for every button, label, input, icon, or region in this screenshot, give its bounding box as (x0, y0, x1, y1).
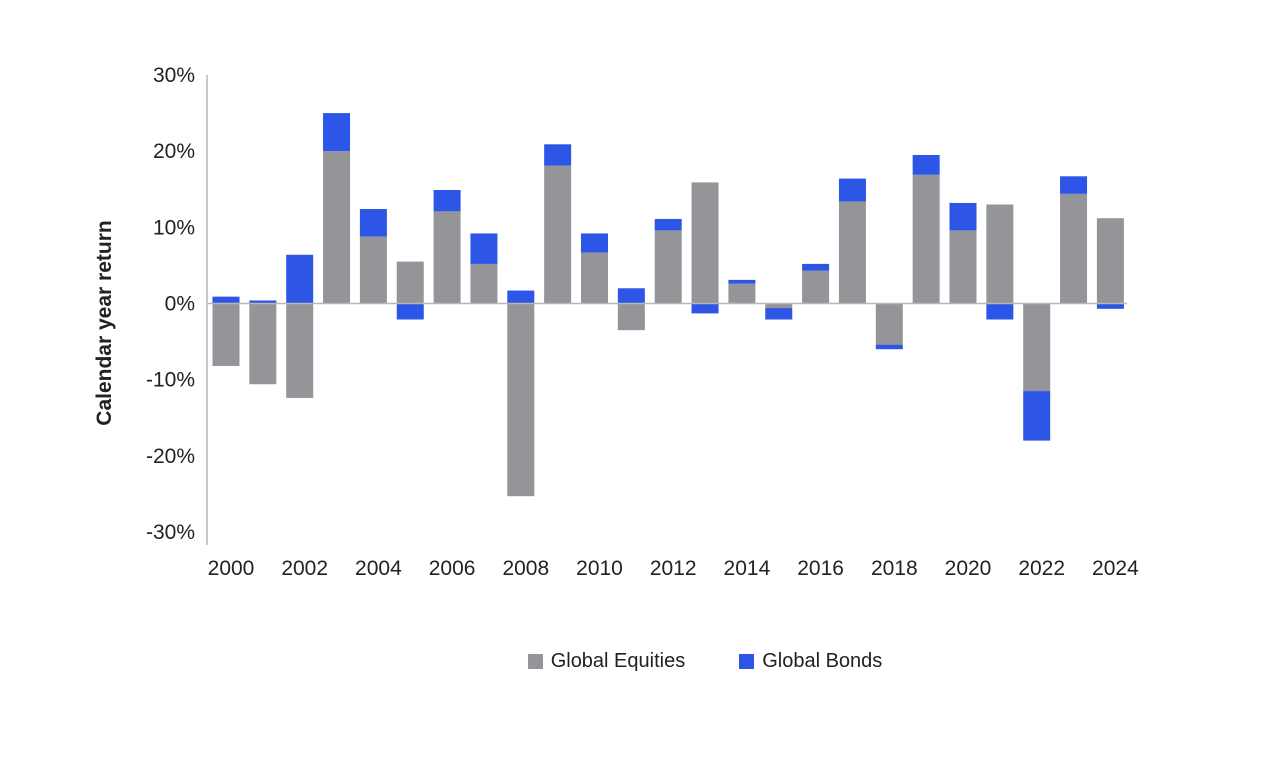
bar-bonds-2001 (249, 300, 277, 304)
bar-equities-2002 (286, 303, 314, 398)
legend-item-equities: Global Equities (398, 650, 686, 673)
bar-equities-2005 (396, 261, 424, 304)
x-tick-label: 2016 (797, 557, 844, 580)
y-tick-label: -10% (146, 369, 195, 392)
legend-item-bonds: Global Bonds (739, 650, 882, 673)
bar-bonds-2005 (396, 303, 424, 320)
bar-equities-2003 (323, 151, 351, 304)
x-tick-label: 2012 (650, 557, 697, 580)
bar-equities-2010 (581, 252, 608, 304)
bar-bonds-2009 (544, 144, 572, 166)
bar-equities-2021 (986, 204, 1014, 304)
x-tick-labels: 2000 2002 2004 2006 2008 2010 2012 2014 2016 2018… (208, 557, 1139, 580)
y-tick-label: 0% (165, 293, 195, 316)
bar-bonds-2002 (286, 254, 314, 304)
bar-bonds-2010 (581, 233, 608, 253)
bar-equities-2000 (212, 303, 240, 366)
y-tick-label: 10% (153, 216, 195, 239)
bar-bonds-2020 (949, 202, 977, 231)
bar-bonds-2024 (1096, 303, 1124, 309)
legend: Global Equities Global Bonds (0, 650, 1280, 673)
bar-equities-2014 (728, 283, 756, 304)
x-tick-label: 2018 (871, 557, 918, 580)
y-tick-label: 20% (153, 140, 195, 163)
bar-bonds-2023 (1060, 176, 1088, 194)
bar-equities-2004 (359, 236, 387, 304)
x-tick-label: 2008 (502, 557, 549, 580)
bar-bonds-2011 (617, 288, 645, 304)
x-tick-label: 2002 (281, 557, 328, 580)
x-tick-label: 2004 (355, 557, 402, 580)
bar-equities-2009 (544, 165, 572, 304)
bar-equities-2024 (1096, 218, 1124, 304)
bar-equities-2015 (765, 303, 793, 309)
x-tick-label: 2006 (429, 557, 476, 580)
bar-bonds-2014 (728, 279, 756, 284)
bar-equities-2012 (654, 230, 682, 304)
legend-label-equities: Global Equities (550, 650, 686, 672)
bar-equities-2007 (470, 263, 498, 304)
bar-equities-2022 (1023, 303, 1051, 392)
y-axis-title: Calendar year return (93, 220, 116, 425)
x-tick-label: 2022 (1018, 557, 1065, 580)
bar-equities-2006 (433, 211, 461, 304)
bar-bonds-2018 (875, 344, 903, 350)
x-tick-label: 2024 (1092, 557, 1139, 580)
bar-equities-2018 (875, 303, 903, 345)
bar-equities-2013 (691, 182, 719, 304)
bar-bonds-2003 (323, 113, 351, 152)
legend-swatch-equities (527, 654, 543, 669)
bar-bonds-2012 (654, 218, 682, 231)
bar-bonds-2022 (1023, 391, 1051, 441)
bar-bonds-2008 (507, 290, 535, 304)
bar-equities-2016 (802, 270, 830, 304)
bar-equities-2017 (838, 201, 866, 304)
x-tick-label: 2014 (724, 557, 771, 580)
bars-group (212, 113, 1124, 497)
y-tick-label: -20% (146, 445, 195, 468)
x-tick-label: 2000 (208, 557, 255, 580)
bar-bonds-2021 (986, 303, 1014, 320)
bar-equities-2001 (249, 303, 277, 385)
bar-bonds-2017 (838, 178, 866, 202)
y-tick-label: -30% (146, 521, 195, 544)
legend-swatch-bonds (739, 654, 755, 669)
bar-bonds-2016 (802, 263, 830, 271)
bar-equities-2008 (507, 303, 535, 497)
bar-bonds-2007 (470, 233, 498, 264)
bar-bonds-2019 (912, 154, 940, 175)
bar-bonds-2015 (765, 308, 793, 320)
bar-bonds-2000 (212, 296, 240, 304)
bar-equities-2019 (912, 174, 940, 304)
x-tick-label: 2020 (945, 557, 992, 580)
y-tick-label: 30% (153, 64, 195, 87)
bar-equities-2020 (949, 230, 977, 304)
bar-equities-2011 (617, 303, 645, 331)
y-tick-labels: 30% 20% 10% 0% -10% -20% -30% (146, 64, 195, 544)
legend-label-bonds: Global Bonds (762, 650, 883, 672)
x-tick-label: 2010 (576, 557, 623, 580)
bar-bonds-2004 (359, 209, 387, 237)
bar-bonds-2013 (691, 303, 719, 314)
bar-equities-2023 (1060, 193, 1088, 304)
bar-bonds-2006 (433, 190, 461, 212)
